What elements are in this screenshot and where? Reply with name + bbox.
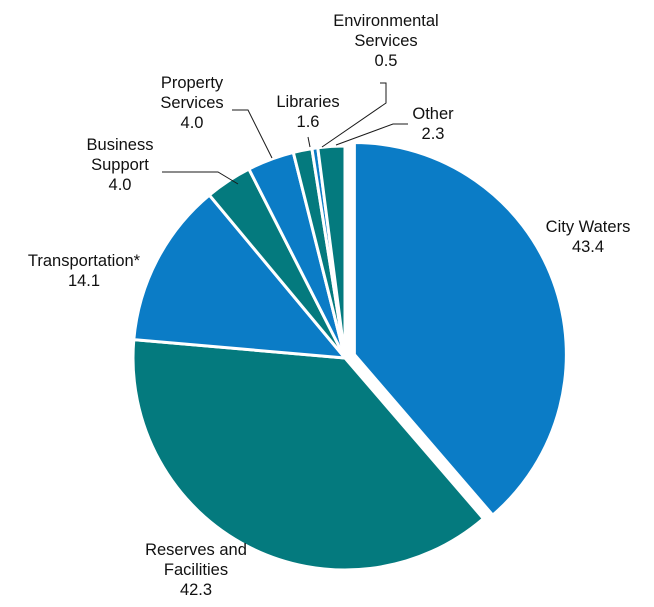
slice-labels: City Waters 43.4 Reserves and Facilities 42.… [28,12,630,599]
value-label-business-support: 4.0 [109,176,132,194]
label-transportation: Transportation* 14.1 [28,252,141,290]
value-label-transportation: 14.1 [68,272,100,290]
value-label-city-waters: 43.4 [572,238,604,256]
value-label-property-services: 4.0 [181,114,204,132]
name-label-transportation: Transportation* [28,252,141,270]
leader-lines [162,82,408,185]
name-label-business-support: Support [91,156,149,174]
pie-slices [131,141,568,572]
slice-reserves-and-facilities [131,337,486,572]
name-label-other: Other [412,105,454,123]
name-label-property-services: Services [160,94,223,112]
name-label-business-support: Business [87,136,154,154]
name-label-environmental-services: Environmental [333,12,438,30]
value-label-reserves-and-facilities: 42.3 [180,581,212,599]
label-property-services: Property Services 4.0 [160,74,224,132]
name-label-property-services: Property [161,74,224,92]
label-business-support: Business Support 4.0 [87,136,154,194]
leader-line-libraries [307,136,311,148]
value-label-environmental-services: 0.5 [375,52,398,70]
label-environmental-services: Environmental Services 0.5 [333,12,438,70]
value-label-libraries: 1.6 [297,113,320,131]
leader-line-other [335,123,408,146]
label-reserves-and-facilities: Reserves and Facilities 42.3 [145,541,247,599]
label-libraries: Libraries 1.6 [276,93,339,131]
leader-line-environmental-services [321,82,387,148]
name-label-reserves-and-facilities: Reserves and [145,541,247,559]
label-other: Other 2.3 [412,105,454,143]
name-label-libraries: Libraries [276,93,339,111]
name-label-reserves-and-facilities: Facilities [164,561,228,579]
value-label-other: 2.3 [422,125,445,143]
slice-transportation [132,192,349,360]
name-label-environmental-services: Services [354,32,417,50]
label-city-waters: City Waters 43.4 [546,218,631,256]
name-label-city-waters: City Waters [546,218,631,236]
leader-line-property-services [232,109,273,159]
leader-line-business-support [162,171,239,185]
slice-city-waters [352,141,568,518]
slice-other [316,144,347,359]
